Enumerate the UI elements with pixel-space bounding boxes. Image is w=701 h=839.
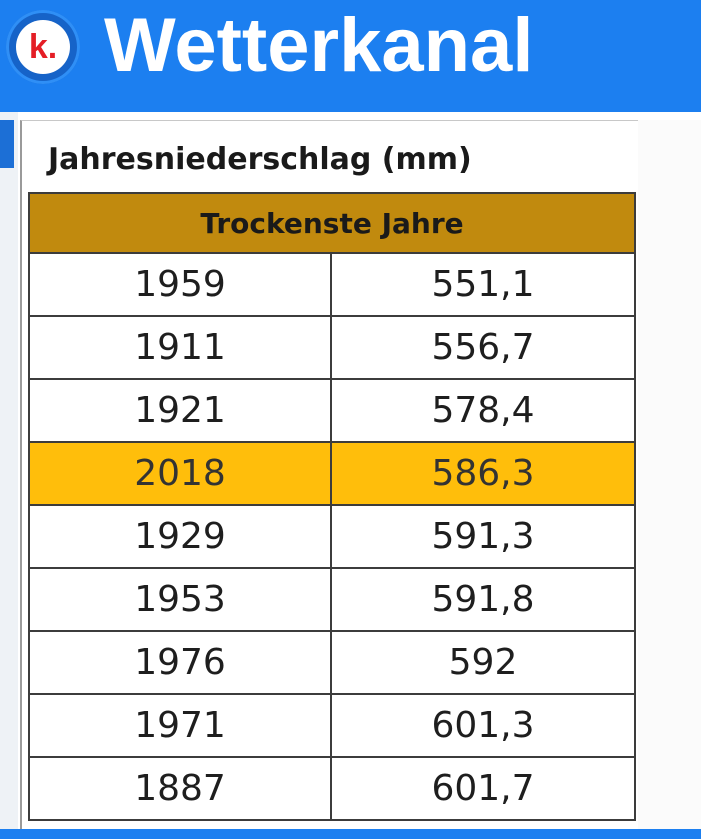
year-cell: 1976 [28, 630, 332, 695]
highlighted-row: 2018 586,3 [28, 441, 636, 506]
year-cell: 1921 [28, 378, 332, 443]
table-row: 1953 591,8 [28, 567, 636, 632]
value-cell: 556,7 [330, 315, 636, 380]
left-panel [0, 112, 18, 839]
table-row: 1911 556,7 [28, 315, 636, 380]
year-cell: 1911 [28, 315, 332, 380]
value-cell: 551,1 [330, 252, 636, 317]
table-row: 1887 601,7 [28, 756, 636, 821]
left-accent-bar [0, 120, 14, 168]
value-cell: 592 [330, 630, 636, 695]
k-logo-icon: k. [6, 10, 80, 84]
header-banner: k. Wetterkanal [0, 0, 701, 112]
value-cell: 591,8 [330, 567, 636, 632]
value-cell: 578,4 [330, 378, 636, 443]
value-cell: 601,7 [330, 756, 636, 821]
table-row: 1959 551,1 [28, 252, 636, 317]
table-row: 1921 578,4 [28, 378, 636, 443]
section-header: Trockenste Jahre [28, 192, 636, 254]
year-cell: 1959 [28, 252, 332, 317]
table-title: Jahresniederschlag (mm) [48, 142, 472, 177]
right-panel [638, 120, 701, 832]
table-row: 1976 592 [28, 630, 636, 695]
year-cell: 1953 [28, 567, 332, 632]
table-row: 1971 601,3 [28, 693, 636, 758]
table-body: 1959 551,1 1911 556,7 1921 578,4 2018 58… [28, 252, 636, 821]
year-cell: 1929 [28, 504, 332, 569]
year-cell: 1971 [28, 693, 332, 758]
table-row: 1929 591,3 [28, 504, 636, 569]
dry-years-table: Trockenste Jahre 1959 551,1 1911 556,7 1… [28, 192, 636, 821]
value-cell: 601,3 [330, 693, 636, 758]
year-cell: 2018 [28, 441, 332, 506]
value-cell: 591,3 [330, 504, 636, 569]
brand-title: Wetterkanal [104, 3, 534, 88]
year-cell: 1887 [28, 756, 332, 821]
logo-letter: k. [16, 20, 70, 74]
value-cell: 586,3 [330, 441, 636, 506]
bottom-bar [0, 829, 701, 839]
